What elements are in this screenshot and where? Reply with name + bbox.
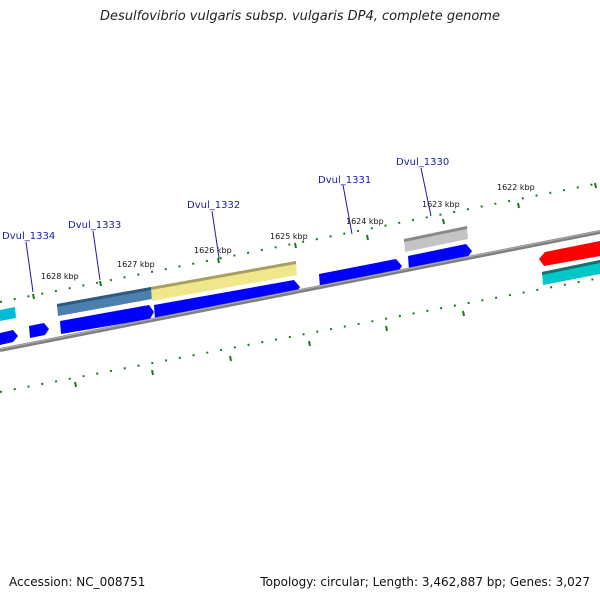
page-title: Desulfovibrio vulgaris subsp. vulgaris D… (100, 9, 500, 24)
feature-steelblue[interactable] (57, 287, 152, 316)
feature-edge-left (0, 307, 16, 321)
ruler-label-1627: 1627 kbp (117, 260, 155, 269)
inner-major-ticks (74, 310, 465, 388)
ruler-label-1624: 1624 kbp (346, 217, 384, 226)
gene-label-dvul-1331[interactable]: Dvul_1331 (318, 175, 371, 186)
feature-steelblue-shade (57, 287, 151, 307)
ruler-label-1628: 1628 kbp (41, 272, 79, 281)
ruler-label-1626: 1626 kbp (194, 246, 232, 255)
genome-backbone (0, 230, 600, 352)
feature-gray-shade (404, 226, 467, 242)
gene-label-dvul-1333[interactable]: Dvul_1333 (68, 220, 121, 231)
ruler-label-1622: 1622 kbp (497, 183, 535, 192)
gene-label-dvul-1334[interactable]: Dvul_1334 (2, 231, 55, 242)
gene-label-dvul-1332[interactable]: Dvul_1332 (187, 200, 240, 211)
gene-leader-lines (25, 167, 432, 293)
gene-label-dvul-1330[interactable]: Dvul_1330 (396, 157, 449, 168)
cds-arrow-reverse[interactable] (539, 241, 600, 266)
feature-khaki-shade (151, 261, 296, 290)
feature-cyan-shade (542, 260, 600, 275)
feature-cyan[interactable] (542, 260, 600, 285)
genome-stats-text: Topology: circular; Length: 3,462,887 bp… (260, 575, 590, 589)
cds-arrow-dvul-1331[interactable] (319, 259, 402, 288)
ruler-label-1623: 1623 kbp (422, 200, 460, 209)
feature-khaki[interactable] (151, 261, 297, 301)
genome-backbone-highlight (0, 230, 600, 350)
outer-major-ticks (32, 182, 597, 300)
cds-arrow-dvul-1332[interactable] (154, 280, 300, 319)
ruler-label-1625: 1625 kbp (270, 232, 308, 241)
outer-dotted-ring (0, 182, 600, 303)
feature-gray[interactable] (404, 226, 468, 252)
accession-text: Accession: NC_008751 (9, 575, 146, 589)
cds-arrow-dvul-1330[interactable] (408, 244, 472, 270)
cds-arrow-left-edge[interactable] (0, 330, 18, 345)
inner-dotted-ring (0, 277, 600, 393)
cds-arrow-dvul-1333[interactable] (60, 305, 154, 334)
cds-arrow-dvul-1334[interactable] (29, 323, 49, 338)
